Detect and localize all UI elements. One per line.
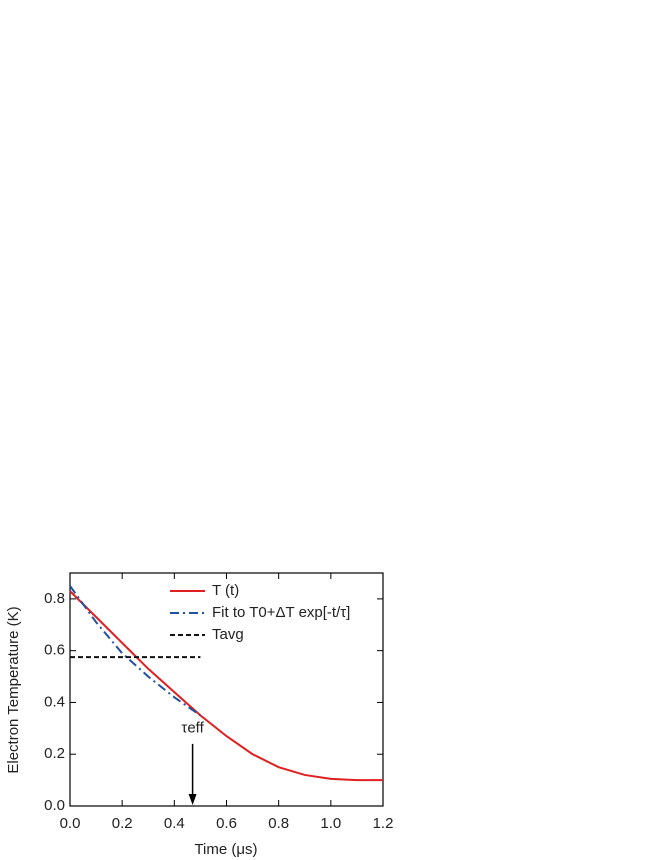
x-tick-label: 1.0 <box>320 815 341 832</box>
y-tick-label: 0.6 <box>44 642 65 659</box>
annotation-label: τeff <box>181 719 204 736</box>
x-tick-label: 0.0 <box>60 815 81 832</box>
x-tick-label: 0.6 <box>216 815 237 832</box>
y-tick-label: 0.2 <box>44 745 65 762</box>
y-axis-label: Electron Temperature (K) <box>5 606 22 773</box>
x-tick-label: 0.4 <box>164 815 185 832</box>
y-tick-label: 0.0 <box>44 797 65 814</box>
legend-label: Fit to T0+ΔT exp[-t/τ] <box>212 604 350 621</box>
annotation-arrowhead <box>188 794 197 805</box>
x-tick-label: 0.8 <box>268 815 289 832</box>
y-tick-label: 0.8 <box>44 590 65 607</box>
x-axis-label: Time (μs) <box>194 841 257 858</box>
legend-label: T (t) <box>212 582 239 599</box>
y-tick-label: 0.4 <box>44 693 65 710</box>
x-tick-label: 0.2 <box>112 815 133 832</box>
legend-label: Tavg <box>212 626 244 643</box>
series-line <box>69 590 383 782</box>
series-line <box>69 585 201 717</box>
x-tick-label: 1.2 <box>373 815 394 832</box>
